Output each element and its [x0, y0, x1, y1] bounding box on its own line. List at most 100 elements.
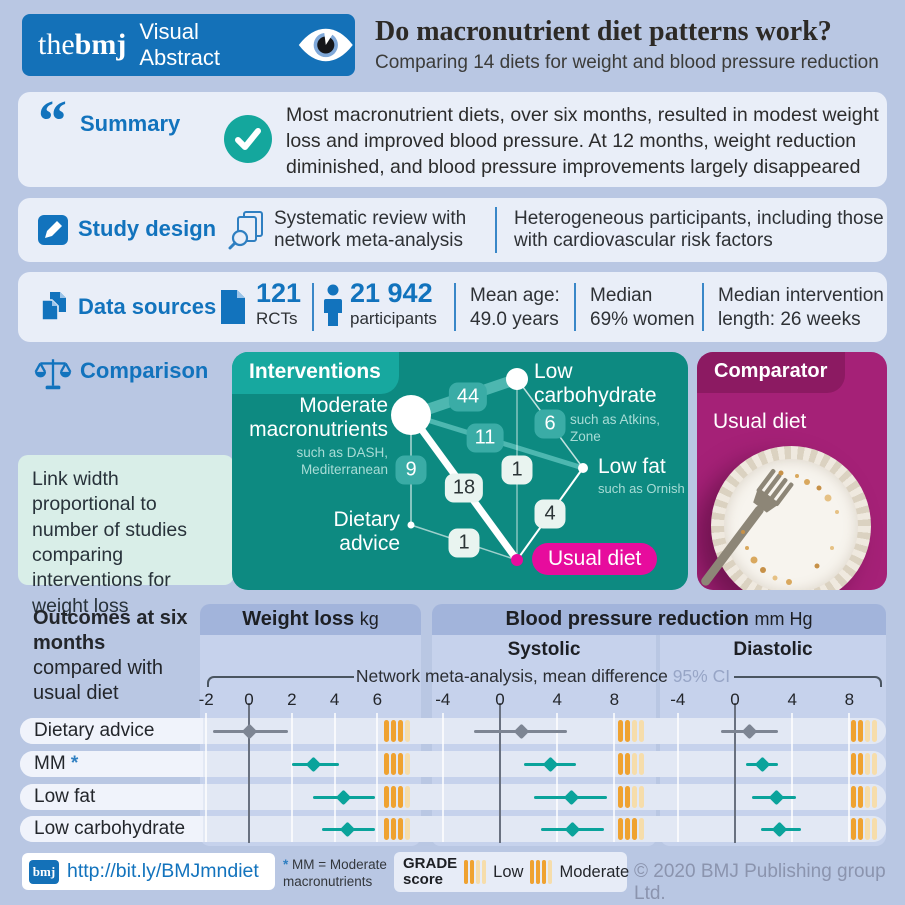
intervention-length-line2: length: 26 weeks [718, 309, 861, 330]
participants-count: 21 942 [350, 278, 433, 308]
documents-icon [41, 292, 66, 321]
mm-asterisk: * [65, 753, 79, 774]
link-count-lc-lf: 6 [534, 409, 566, 438]
quote-icon: “ [38, 88, 67, 153]
crumb [816, 485, 822, 491]
fork-icon [701, 469, 794, 586]
node-sublabel-low-fat: such as Ornish [598, 481, 685, 496]
comparator-panel: Comparator Usual diet [697, 352, 887, 590]
grade-moderate-icon [530, 860, 553, 884]
source-link[interactable]: bmj http://bit.ly/BMJmndiet [22, 853, 275, 890]
data-sources-label: Data sources [78, 294, 217, 319]
crumb [824, 494, 832, 502]
outcome-row-label: Low carbohydrate [20, 816, 203, 842]
weight-loss-title: Weight loss [242, 608, 355, 630]
node-label-low-carbohydrate: Low carbohydrate [534, 360, 657, 407]
annotation-text: Network meta-analysis, mean difference [355, 666, 668, 686]
link-count-mm-ud: 18 [444, 473, 484, 502]
study-method-text: Systematic review with network meta-anal… [274, 208, 467, 252]
grade-title-line1: GRADE [403, 854, 458, 872]
grade-low-icon [464, 860, 487, 884]
network-node-lc [506, 368, 528, 390]
data-sources-card: Data sources 121 RCTs 21 942 participant… [18, 272, 887, 342]
node-label-dietary-advice: Dietary advice [333, 508, 400, 555]
network-node-lf [578, 463, 588, 473]
blood-pressure-title: Blood pressure reduction [505, 608, 749, 630]
crumb [814, 563, 820, 569]
weight-loss-header: Weight loss kg [200, 604, 421, 635]
empty-plate-photo [711, 446, 871, 590]
comparison-label: Comparison [80, 358, 209, 383]
crumb [795, 474, 799, 478]
study-design-card: Study design Systematic review with netw… [18, 198, 887, 262]
crumb [804, 479, 810, 485]
footnote-asterisk: * [283, 857, 289, 872]
rcts-label: RCTs [256, 309, 298, 328]
link-count-mm-lc: 44 [448, 382, 488, 412]
outcomes-heading: Outcomes at six months compared with usu… [33, 606, 195, 706]
bmj-logo-the: the [38, 28, 75, 61]
grade-legend-title: GRADE score [403, 854, 458, 888]
link-count-da-ud: 1 [448, 528, 480, 557]
source-url[interactable]: http://bit.ly/BMJmndiet [67, 860, 259, 882]
outcomes-heading-bold: Outcomes at six months [33, 607, 188, 654]
network-badges: 44 11 9 18 6 1 4 1 [232, 352, 688, 590]
summary-card: “ Summary Most macronutrient diets, over… [18, 92, 887, 187]
crumbs [741, 470, 839, 585]
crumb [835, 510, 839, 514]
link-count-lf-ud: 4 [534, 499, 566, 529]
divider [574, 283, 576, 331]
outcomes-heading-rest: compared with usual diet [33, 657, 164, 704]
mean-age-line1: Mean age: [470, 285, 560, 306]
copyright: © 2020 BMJ Publishing group Ltd. [634, 861, 886, 904]
outcome-row-label: MM * [20, 751, 203, 777]
node-label-moderate-macronutrients: Moderate macronutrients [249, 394, 388, 441]
node-sublabel-moderate-macronutrients: such as DASH, Mediterranean [296, 445, 388, 477]
crumb [778, 470, 784, 476]
median-women-line1: Median [590, 285, 653, 306]
grade-moderate-label: Moderate [559, 862, 630, 881]
network-node-mm [391, 395, 431, 435]
crumb [750, 556, 758, 564]
grade-title-line2: score [403, 871, 444, 888]
page-subtitle: Comparing 14 diets for weight and blood … [375, 52, 879, 73]
median-women-line2: 69% women [590, 309, 695, 330]
scales-icon [34, 359, 72, 390]
intervention-length-line1: Median intervention [718, 285, 884, 306]
study-design-label: Study design [78, 216, 217, 241]
crumb [745, 546, 749, 550]
bmj-mini-logo: bmj [29, 859, 59, 884]
ci-label: 95% CI [672, 666, 731, 686]
blood-pressure-unit: mm Hg [754, 609, 813, 629]
ci-bracket-left [207, 676, 354, 687]
grade-low-label: Low [493, 862, 524, 881]
bmj-logo: thebmj [38, 30, 126, 60]
crumb [741, 530, 745, 534]
pencil-icon [38, 215, 68, 245]
node-label-low-fat: Low fat [598, 455, 666, 478]
eye-icon [299, 28, 354, 62]
link-width-note: Link width proportional to number of stu… [18, 455, 234, 617]
footnote-text: MM = Moderate macronutrients [283, 857, 387, 890]
mm-footnote: * MM = Moderate macronutrients [283, 856, 403, 891]
participants-label: participants [350, 309, 437, 328]
bmj-header-box: thebmj Visual Abstract [22, 14, 355, 76]
outcome-row-label: Low fat [20, 784, 203, 810]
crumb [786, 579, 792, 585]
divider [454, 283, 456, 331]
node-label-usual-diet: Usual diet [532, 543, 658, 575]
divider [495, 207, 497, 253]
mean-age-line2: 49.0 years [470, 309, 559, 330]
weight-loss-unit: kg [359, 609, 379, 629]
link-count-mm-da: 9 [395, 455, 427, 485]
interventions-panel: 44 11 9 18 6 1 4 1 Interventions Moderate macro… [232, 352, 688, 590]
crumb [772, 575, 778, 581]
outcome-row-label: Dietary advice [20, 718, 203, 744]
systolic-label: Systolic [507, 639, 581, 660]
document-icon [221, 290, 245, 324]
network-node-da [407, 521, 415, 529]
summary-label: Summary [80, 111, 181, 136]
comparator-tab: Comparator [697, 352, 846, 393]
ci-bracket-right [734, 676, 882, 687]
